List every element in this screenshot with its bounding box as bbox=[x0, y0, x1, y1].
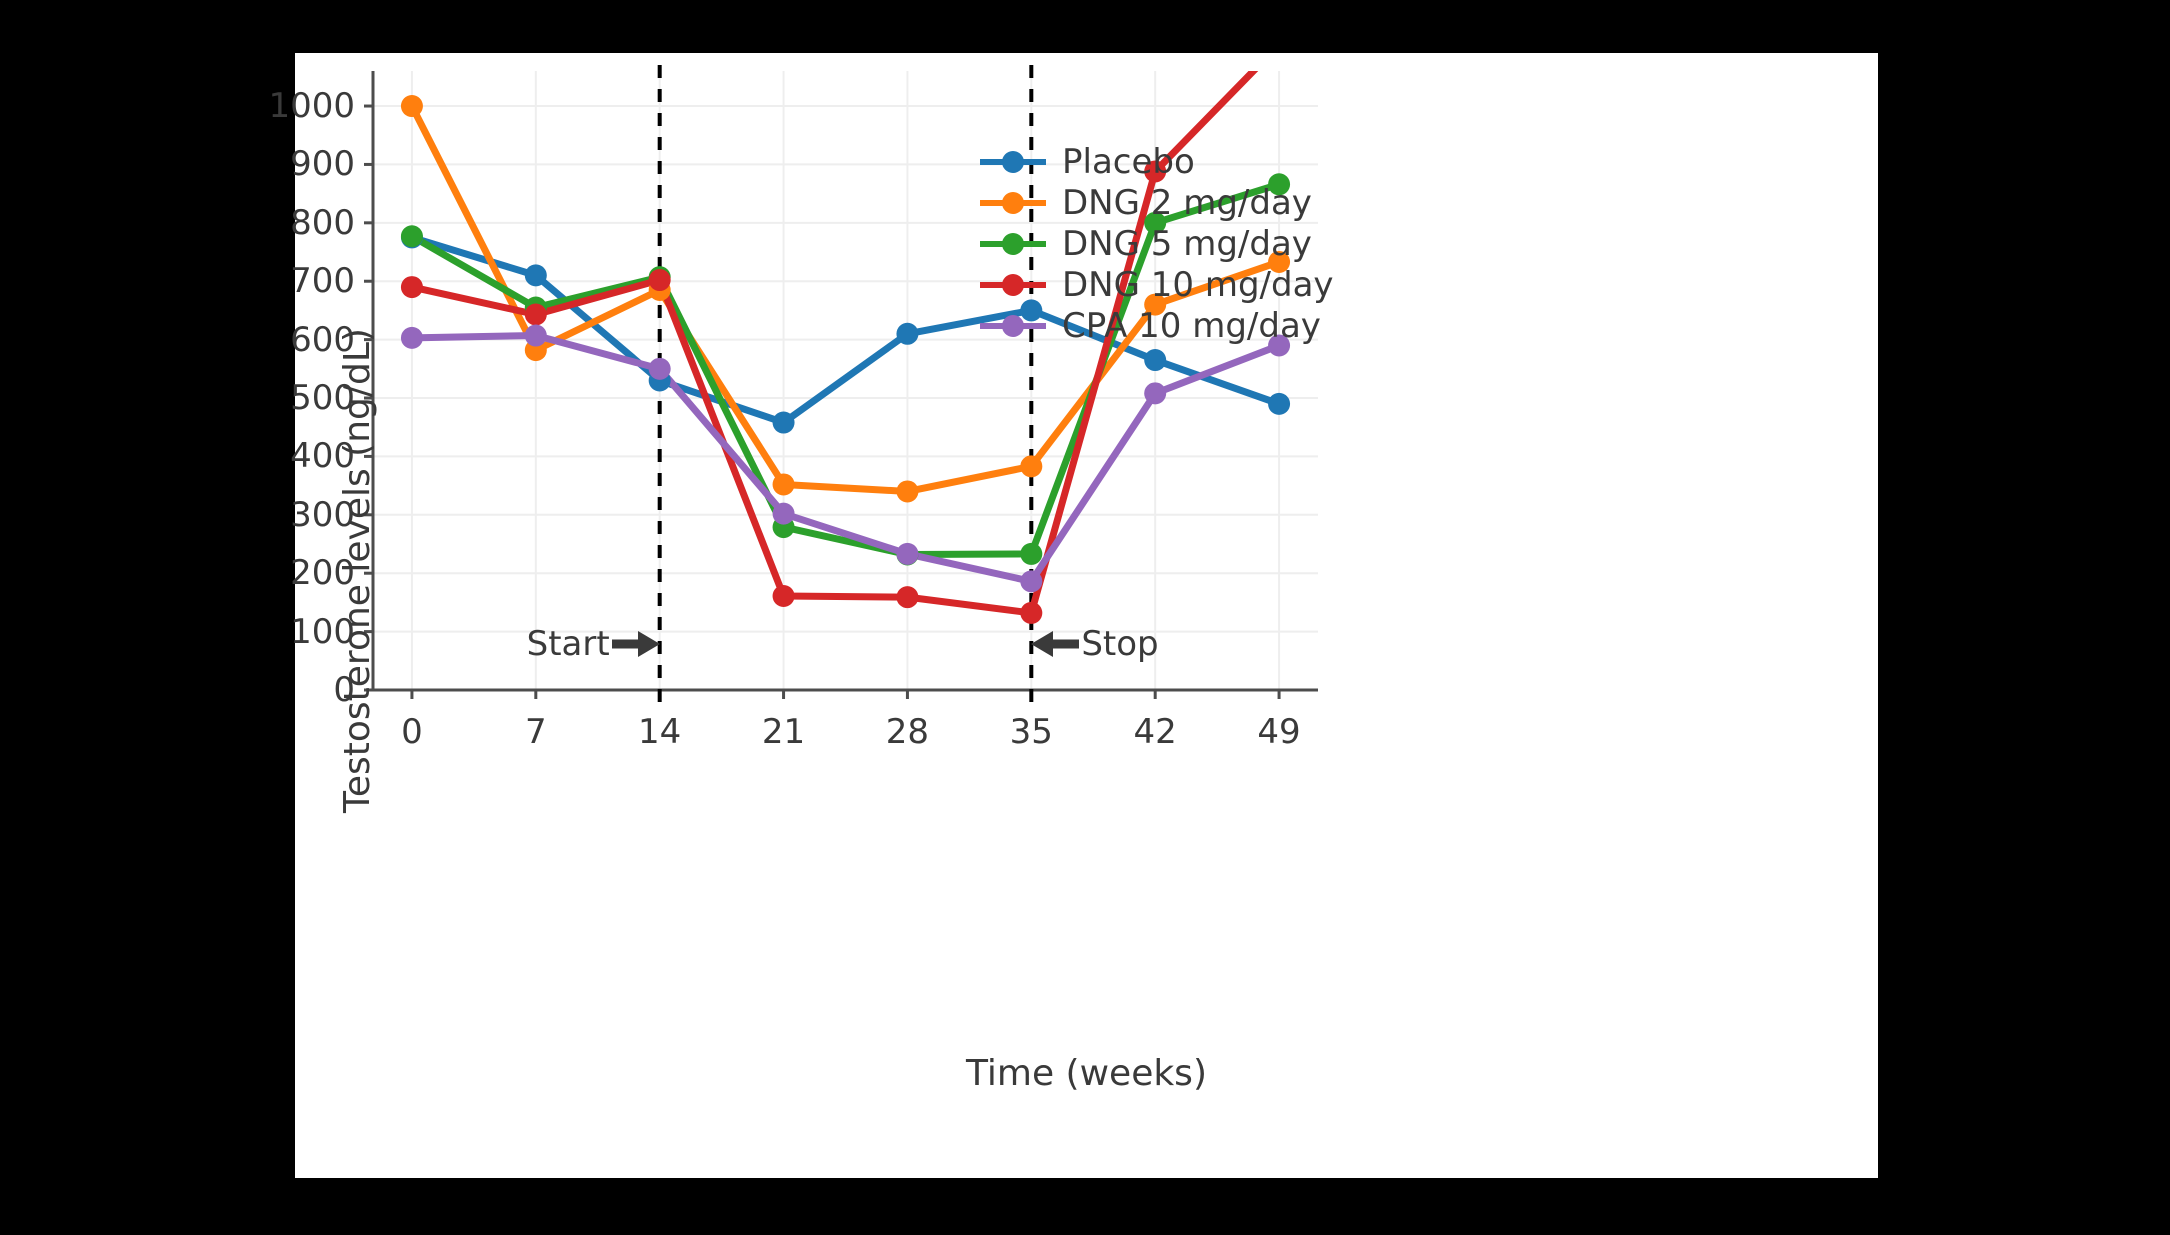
legend-item-dng-2-mg-day[interactable]: DNG 2 mg/day bbox=[980, 182, 1334, 223]
y-tick-label: 1000 bbox=[268, 86, 355, 127]
y-tick-label: 600 bbox=[290, 319, 355, 360]
legend-label: Placebo bbox=[1062, 141, 1195, 182]
y-tick-label: 900 bbox=[290, 144, 355, 185]
y-tick-label: 100 bbox=[290, 611, 355, 652]
chart-legend: Placebo DNG 2 mg/day DNG 5 mg/day DNG 10 mg… bbox=[980, 141, 1334, 346]
line-chart-plot bbox=[364, 65, 1318, 704]
legend-label: DNG 10 mg/day bbox=[1062, 264, 1334, 305]
y-tick-label: 400 bbox=[290, 436, 355, 477]
y-tick-label: 500 bbox=[290, 378, 355, 419]
x-tick-label: 35 bbox=[1009, 712, 1053, 752]
x-tick-label: 7 bbox=[524, 712, 547, 752]
x-tick-label: 21 bbox=[761, 712, 806, 752]
y-tick-label: 700 bbox=[290, 261, 355, 302]
legend-marker-dot bbox=[1002, 191, 1024, 214]
y-tick-label: 300 bbox=[290, 494, 355, 535]
annotation-start: Start bbox=[527, 624, 662, 664]
legend-line-swatch bbox=[980, 314, 1046, 337]
legend-marker-dot bbox=[1002, 273, 1024, 296]
x-tick-label: 0 bbox=[401, 712, 423, 752]
legend-item-placebo[interactable]: Placebo bbox=[980, 141, 1334, 182]
legend-label: DNG 2 mg/day bbox=[1062, 182, 1312, 223]
arrow-right-icon bbox=[610, 629, 662, 659]
legend-item-dng-5-mg-day[interactable]: DNG 5 mg/day bbox=[980, 223, 1334, 264]
legend-item-dng-10-mg-day[interactable]: DNG 10 mg/day bbox=[980, 264, 1334, 305]
annotation-stop: Stop bbox=[1029, 623, 1159, 664]
y-tick-label: 200 bbox=[290, 553, 355, 594]
legend-item-cpa-10-mg-day[interactable]: CPA 10 mg/day bbox=[980, 305, 1334, 346]
legend-label: DNG 5 mg/day bbox=[1062, 223, 1312, 264]
legend-label: CPA 10 mg/day bbox=[1062, 305, 1321, 346]
legend-line-swatch bbox=[980, 232, 1046, 255]
annotation-label: Start bbox=[526, 623, 610, 664]
legend-marker-dot bbox=[1002, 232, 1024, 255]
legend-line-swatch bbox=[980, 150, 1046, 173]
annotation-label: Stop bbox=[1081, 623, 1159, 664]
legend-line-swatch bbox=[980, 273, 1046, 296]
legend-line-swatch bbox=[980, 191, 1046, 214]
legend-marker-dot bbox=[1002, 150, 1024, 173]
x-tick-label: 28 bbox=[885, 712, 930, 752]
y-tick-label: 800 bbox=[290, 202, 355, 243]
chart-figure: Testosterone levels (ng/dL) Time (weeks)… bbox=[268, 53, 1878, 1178]
arrow-left-icon bbox=[1029, 629, 1081, 659]
legend-marker-dot bbox=[1002, 314, 1024, 337]
x-axis-title: Time (weeks) bbox=[966, 1053, 1207, 1094]
x-tick-label: 14 bbox=[638, 712, 682, 752]
x-tick-label: 49 bbox=[1257, 712, 1301, 752]
y-tick-label: 0 bbox=[333, 670, 355, 710]
x-tick-label: 42 bbox=[1133, 712, 1177, 752]
